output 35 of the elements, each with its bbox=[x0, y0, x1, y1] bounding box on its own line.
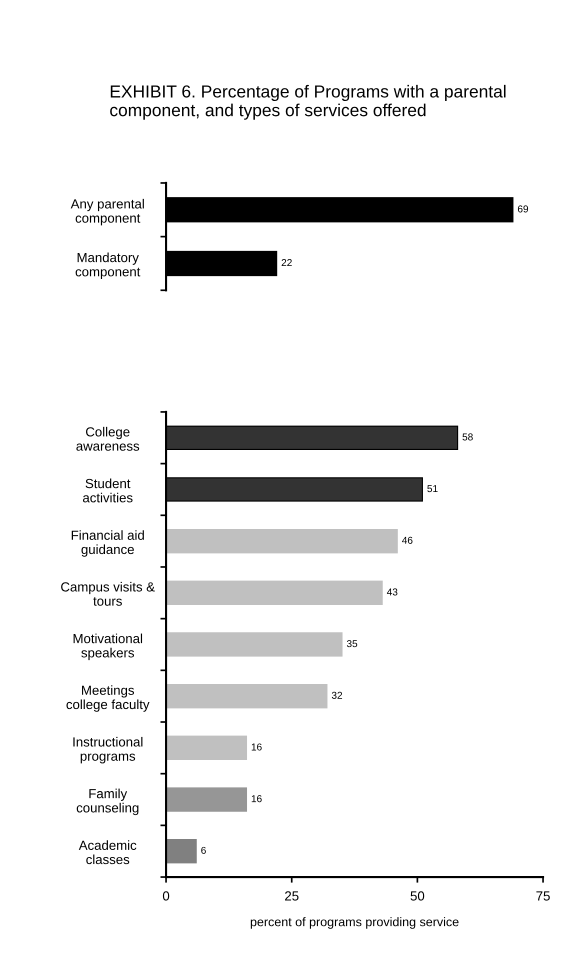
y-tick-label: Campus visits & tours bbox=[61, 582, 155, 606]
y-tick-label: College awareness bbox=[76, 426, 140, 451]
y-tick-label: Any parental component bbox=[70, 198, 144, 226]
bar bbox=[166, 580, 383, 605]
bar bbox=[166, 528, 398, 554]
y-tick-label: Motivational speakers bbox=[74, 634, 142, 660]
x-tick-label: 0 bbox=[162, 891, 170, 901]
bar bbox=[166, 839, 197, 864]
data-label: 58 bbox=[462, 433, 473, 440]
bar bbox=[166, 684, 328, 708]
data-label: 51 bbox=[427, 485, 438, 492]
chart-title: EXHIBIT 6. Percentage of Programs with a parental component, and types of services offered bbox=[110, 84, 506, 120]
data-label: 43 bbox=[386, 588, 398, 596]
bar bbox=[166, 736, 248, 760]
data-label: 46 bbox=[402, 536, 412, 544]
y-tick-label: Academic classes bbox=[78, 840, 136, 864]
y-tick-label: Financial aid guidance bbox=[72, 530, 144, 557]
data-label: 22 bbox=[282, 259, 292, 266]
data-label: 35 bbox=[346, 640, 358, 648]
data-label: 69 bbox=[518, 205, 528, 212]
y-tick-label: Meetings college faculty bbox=[66, 685, 150, 712]
y-tick-label: Student activities bbox=[82, 478, 133, 502]
data-label: 16 bbox=[252, 795, 262, 802]
bar bbox=[166, 632, 343, 657]
bar bbox=[166, 787, 248, 812]
y-tick-label: Family counseling bbox=[76, 788, 138, 816]
data-label: 32 bbox=[332, 692, 342, 699]
y-tick-label: Mandatory component bbox=[76, 252, 140, 280]
x-tick-label: 25 bbox=[285, 891, 299, 901]
data-label: 16 bbox=[252, 743, 262, 751]
x-axis-title: percent of programs providing service bbox=[250, 917, 459, 929]
data-label: 6 bbox=[201, 846, 206, 854]
x-tick-label: 50 bbox=[410, 891, 424, 901]
x-tick-label: 75 bbox=[536, 891, 550, 901]
y-tick-label: Instructional programs bbox=[73, 736, 142, 764]
